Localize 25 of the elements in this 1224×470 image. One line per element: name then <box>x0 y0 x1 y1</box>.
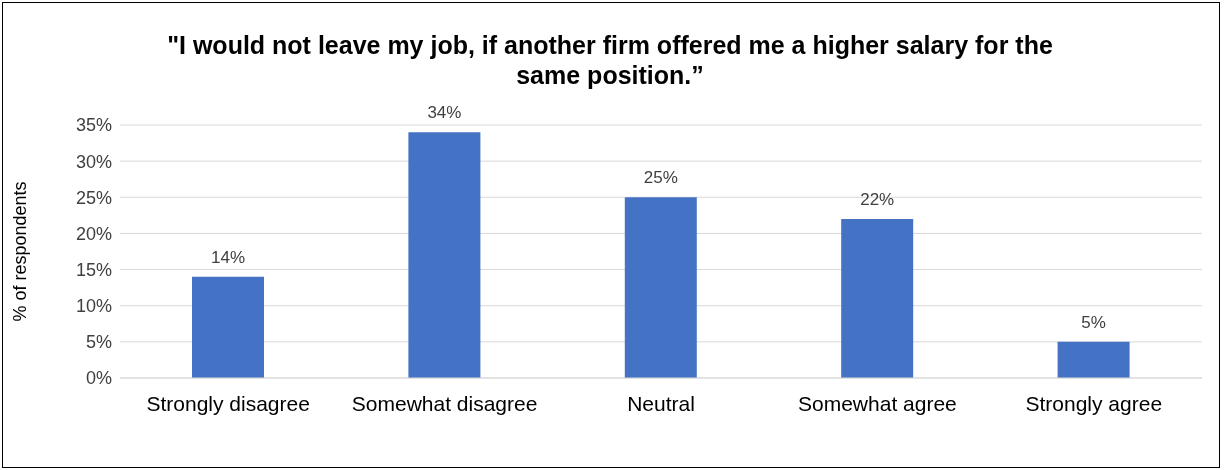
data-label: 5% <box>1081 312 1106 332</box>
y-tick-label: 5% <box>85 332 112 353</box>
x-tick-label: Somewhat disagree <box>351 391 538 415</box>
x-tick-label: Strongly disagree <box>146 391 310 415</box>
y-tick-label: 25% <box>75 187 112 208</box>
x-tick-label: Neutral <box>627 391 695 415</box>
chart-title: "I would not leave my job, if another firm offered me a higher salary for the same position.” <box>166 30 1054 90</box>
data-label: 34% <box>427 103 462 123</box>
bar <box>1057 341 1130 378</box>
y-tick-label: 0% <box>85 368 112 389</box>
x-tick-label: Strongly agree <box>1025 391 1163 415</box>
data-label: 22% <box>860 189 895 209</box>
bar <box>192 276 264 378</box>
y-tick-label: 35% <box>75 115 112 136</box>
bar <box>408 132 481 378</box>
bar <box>841 218 914 378</box>
data-label: 14% <box>210 247 246 267</box>
y-tick-label: 30% <box>75 151 112 172</box>
y-tick-label: 20% <box>75 223 112 244</box>
data-label: 25% <box>643 168 678 188</box>
bar <box>624 197 697 378</box>
y-axis-title: % of respondents <box>10 181 31 322</box>
y-tick-label: 15% <box>75 259 112 280</box>
y-tick-label: 10% <box>75 296 112 317</box>
x-tick-label: Somewhat agree <box>798 391 957 415</box>
